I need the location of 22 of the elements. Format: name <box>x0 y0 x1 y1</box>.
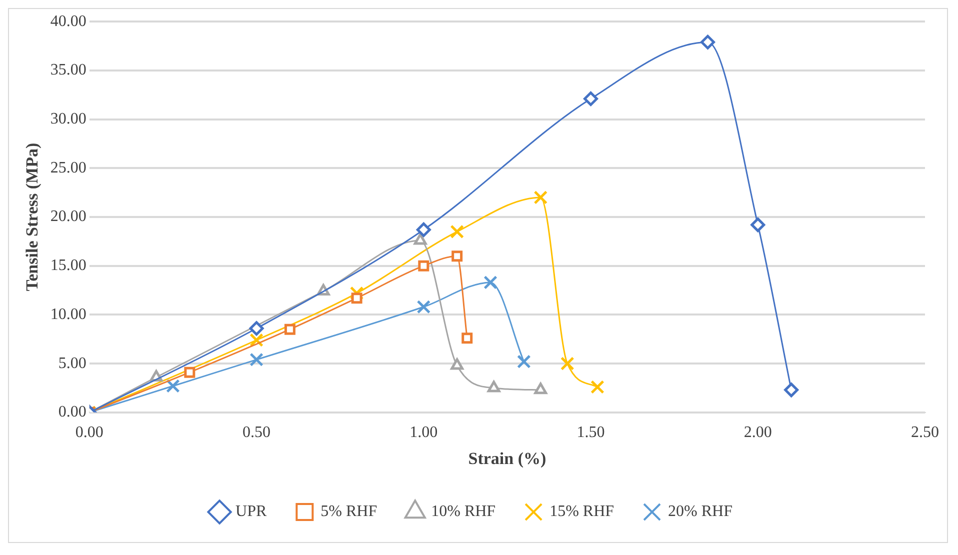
y-tick-label: 10.00 <box>50 306 86 323</box>
legend-label: 15% RHF <box>550 503 614 520</box>
y-tick-label: 30.00 <box>50 110 86 128</box>
x-tick-label: 1.50 <box>576 424 605 442</box>
y-tick-label: 0.00 <box>58 404 86 421</box>
x-tick-label: 0.00 <box>75 424 104 442</box>
y-tick-label: 35.00 <box>50 62 86 79</box>
x-tick-label: 2.50 <box>911 424 939 442</box>
legend-label: 20% RHF <box>668 503 733 520</box>
y-tick-label: 40.00 <box>50 12 86 30</box>
legend-label: 5% RHF <box>320 503 378 520</box>
x-axis-title: Strain (%) <box>468 449 546 468</box>
y-tick-label: 25.00 <box>50 159 86 176</box>
x-tick-label: 2.00 <box>744 424 772 442</box>
y-tick-label: 20.00 <box>50 208 86 226</box>
x-tick-label: 1.00 <box>410 424 438 442</box>
legend-label: UPR <box>236 503 267 520</box>
x-tick-label: 0.50 <box>242 424 271 442</box>
y-tick-label: 5.00 <box>58 354 86 372</box>
legend-label: 10% RHF <box>431 503 496 520</box>
y-tick-label: 15.00 <box>50 257 86 274</box>
y-axis-title: Tensile Stress (MPa) <box>22 142 42 292</box>
